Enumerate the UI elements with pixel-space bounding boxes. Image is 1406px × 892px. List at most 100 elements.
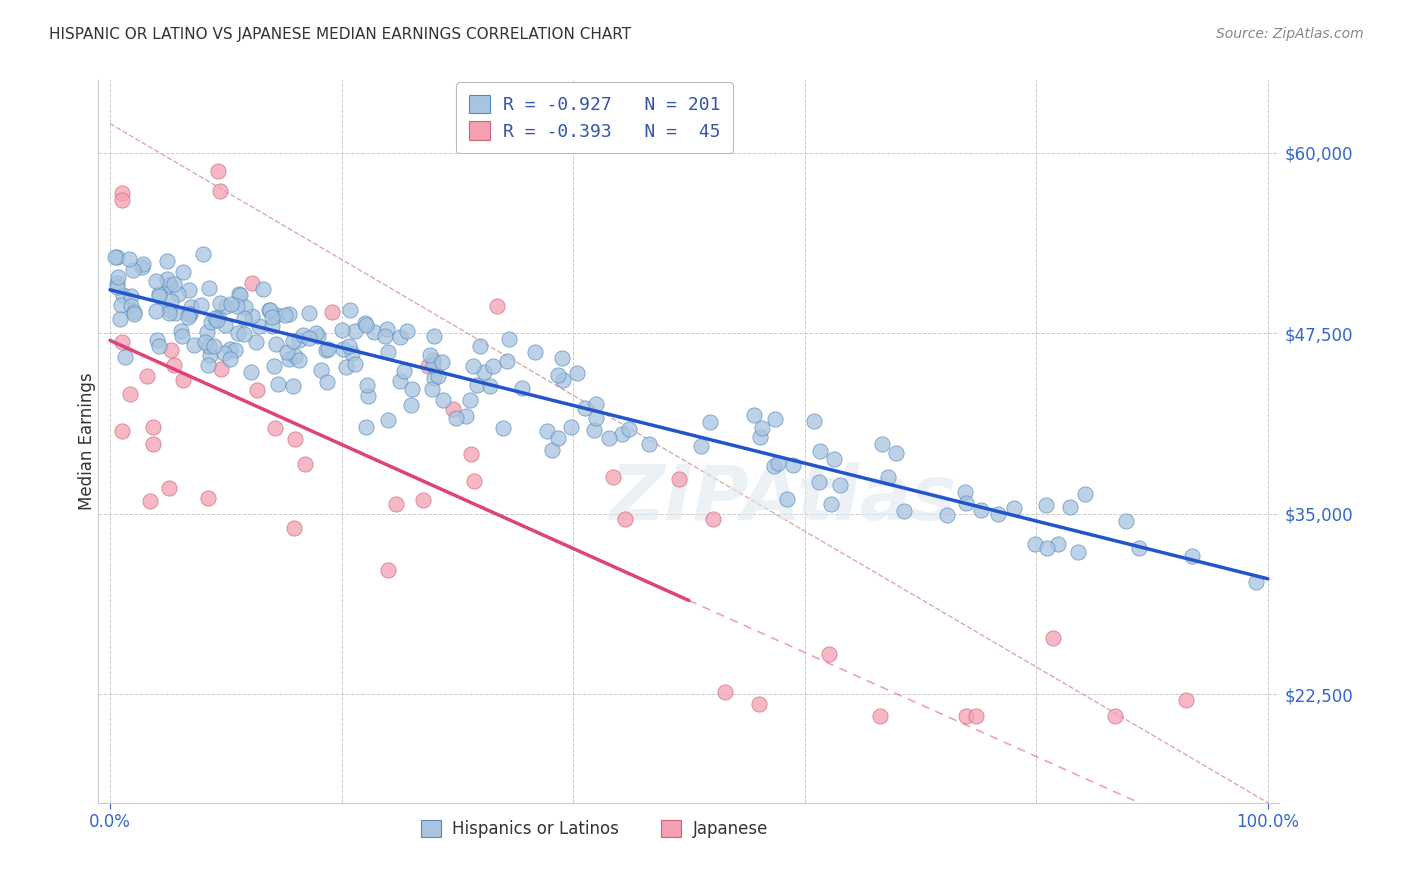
Point: [197, 359, 219, 373]
Point: [172, 265, 194, 279]
Point: [298, 331, 321, 345]
Point: [468, 339, 491, 353]
Point: [108, 311, 131, 326]
Point: [110, 425, 132, 439]
Point: [198, 339, 221, 353]
Point: [377, 344, 399, 359]
Point: [460, 447, 482, 461]
Point: [876, 470, 898, 484]
Point: [1035, 499, 1057, 513]
Point: [803, 414, 825, 428]
Point: [195, 325, 218, 339]
Point: [284, 349, 307, 363]
Point: [209, 362, 232, 376]
Point: [955, 709, 977, 723]
Point: [200, 315, 222, 329]
Point: [139, 494, 162, 508]
Point: [142, 437, 165, 451]
Point: [239, 365, 262, 379]
Point: [179, 307, 201, 321]
Point: [260, 319, 283, 334]
Point: [148, 339, 170, 353]
Point: [207, 310, 229, 325]
Point: [159, 481, 181, 495]
Point: [111, 288, 134, 302]
Point: [748, 698, 770, 712]
Point: [1059, 500, 1081, 515]
Point: [423, 371, 446, 385]
Point: [167, 287, 190, 301]
Point: [157, 278, 180, 293]
Point: [190, 298, 212, 312]
Point: [441, 402, 464, 417]
Point: [219, 296, 242, 310]
Point: [638, 437, 661, 451]
Point: [884, 446, 907, 460]
Point: [163, 358, 186, 372]
Point: [232, 310, 254, 325]
Point: [776, 491, 799, 506]
Point: [257, 303, 280, 318]
Point: [374, 329, 396, 343]
Point: [160, 343, 183, 357]
Point: [492, 421, 515, 435]
Point: [551, 351, 574, 365]
Point: [157, 301, 180, 316]
Point: [343, 324, 366, 338]
Point: [214, 318, 236, 332]
Point: [432, 392, 454, 407]
Point: [274, 308, 297, 322]
Point: [1115, 515, 1137, 529]
Point: [120, 387, 142, 401]
Point: [305, 326, 328, 340]
Point: [145, 274, 167, 288]
Point: [159, 293, 181, 308]
Point: [240, 276, 263, 290]
Point: [278, 351, 301, 366]
Point: [808, 475, 831, 489]
Point: [782, 458, 804, 473]
Point: [763, 411, 786, 425]
Point: [298, 306, 321, 320]
Point: [105, 280, 128, 294]
Point: [1042, 632, 1064, 646]
Point: [389, 329, 412, 343]
Point: [245, 383, 267, 397]
Point: [252, 282, 274, 296]
Point: [1174, 693, 1197, 707]
Point: [232, 327, 254, 342]
Text: HISPANIC OR LATINO VS JAPANESE MEDIAN EARNINGS CORRELATION CHART: HISPANIC OR LATINO VS JAPANESE MEDIAN EA…: [49, 27, 631, 42]
Point: [828, 478, 851, 492]
Point: [762, 458, 785, 473]
Point: [321, 305, 343, 319]
Y-axis label: Median Earnings: Median Earnings: [79, 373, 96, 510]
Point: [585, 410, 607, 425]
Point: [170, 324, 193, 338]
Point: [965, 709, 987, 723]
Point: [893, 504, 915, 518]
Point: [987, 507, 1010, 521]
Point: [179, 283, 201, 297]
Point: [315, 343, 337, 357]
Point: [264, 336, 287, 351]
Point: [177, 307, 200, 321]
Point: [751, 420, 773, 434]
Point: [264, 308, 287, 322]
Point: [332, 343, 354, 357]
Point: [156, 271, 179, 285]
Point: [316, 342, 339, 356]
Point: [412, 493, 434, 508]
Point: [422, 352, 444, 367]
Point: [121, 289, 143, 303]
Point: [288, 333, 311, 347]
Point: [610, 427, 633, 442]
Point: [702, 511, 724, 525]
Point: [458, 392, 481, 407]
Point: [344, 357, 367, 371]
Point: [105, 250, 128, 264]
Point: [172, 372, 194, 386]
Point: [614, 512, 637, 526]
Point: [1074, 486, 1097, 500]
Point: [354, 318, 377, 332]
Point: [247, 319, 270, 334]
